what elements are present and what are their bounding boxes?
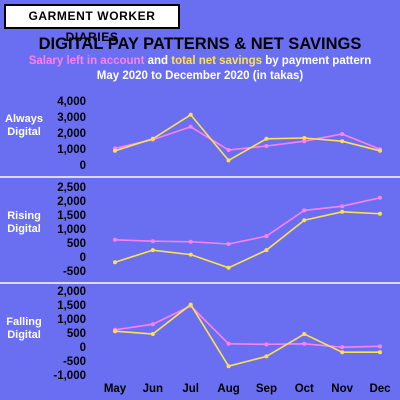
subtitle: Salary left in account and total net sav…: [0, 55, 400, 67]
subtitle-part: and: [144, 55, 172, 67]
data-point: [302, 208, 307, 213]
data-point: [226, 341, 231, 346]
data-point: [302, 136, 307, 140]
x-tick-label: May: [104, 383, 127, 395]
data-point: [378, 148, 382, 153]
data-point: [226, 242, 231, 246]
brand: GARMENT WORKER DIARIES: [4, 4, 180, 44]
series-line: [114, 125, 381, 151]
x-tick-label: Jul: [182, 383, 199, 395]
subtitle-part: total net savings: [171, 55, 262, 67]
y-tick-label: 500: [67, 238, 86, 250]
data-point: [188, 302, 193, 307]
data-point: [302, 218, 307, 223]
panel-label: Always Digital: [5, 113, 43, 138]
y-tick-label: 0: [80, 160, 86, 172]
data-point: [340, 350, 345, 355]
x-tick-label: Dec: [369, 383, 391, 395]
data-point: [340, 204, 345, 209]
y-tick-label: 1,500: [57, 210, 86, 222]
data-point: [302, 139, 307, 144]
data-point: [378, 350, 382, 355]
series-line: [114, 210, 381, 269]
data-point: [113, 237, 117, 242]
data-point: [226, 265, 231, 270]
y-tick-label: 1,000: [57, 144, 86, 156]
series-line: [114, 305, 381, 348]
data-point: [264, 234, 269, 239]
data-point: [378, 195, 382, 200]
subtitle-part: by payment pattern: [262, 55, 372, 67]
data-point: [226, 158, 231, 163]
y-tick-label: -1,000: [53, 370, 86, 382]
y-tick-label: 2,000: [57, 196, 86, 208]
data-point: [264, 342, 269, 347]
x-tick-label: Aug: [217, 383, 239, 395]
data-point: [150, 239, 155, 244]
panel-label: Rising Digital: [7, 210, 41, 235]
series-line: [114, 197, 381, 245]
x-tick-label: Sep: [256, 383, 277, 395]
subtitle: May 2020 to December 2020 (in takas): [96, 70, 304, 82]
y-tick-label: 1,500: [57, 300, 86, 312]
data-point: [302, 341, 307, 346]
y-tick-label: -500: [63, 266, 86, 278]
subtitle-part: Salary left in account: [28, 55, 145, 67]
chart-title: DIGITAL PAY PATTERNS & NET SAVINGS: [38, 35, 362, 53]
data-point: [340, 345, 345, 350]
data-point: [188, 124, 193, 129]
data-point: [340, 209, 345, 214]
data-point: [378, 344, 382, 349]
y-tick-label: 0: [80, 342, 86, 354]
series-line: [114, 113, 381, 162]
y-tick-label: 1,000: [57, 314, 86, 326]
data-point: [378, 211, 382, 216]
y-tick-label: 2,000: [57, 128, 86, 140]
data-point: [150, 136, 155, 141]
data-point: [302, 332, 307, 336]
data-point: [188, 239, 193, 244]
data-point: [226, 148, 231, 152]
data-point: [113, 260, 117, 265]
data-point: [113, 148, 117, 153]
x-tick-label: Oct: [295, 383, 314, 395]
y-tick-label: 2,500: [57, 182, 86, 194]
y-tick-label: 0: [80, 252, 86, 264]
data-point: [188, 252, 193, 257]
data-point: [150, 248, 155, 253]
data-point: [340, 132, 345, 136]
x-tick-label: Nov: [331, 383, 353, 395]
series-line: [114, 303, 380, 368]
data-point: [188, 112, 193, 117]
y-tick-label: 2,000: [57, 286, 86, 298]
x-tick-label: Jun: [143, 383, 163, 395]
data-point: [264, 136, 269, 141]
y-tick-label: -500: [63, 356, 86, 368]
y-tick-label: 3,000: [57, 112, 86, 124]
data-point: [264, 144, 269, 148]
data-point: [226, 364, 231, 369]
data-point: [113, 329, 117, 334]
panel-label: Falling Digital: [6, 316, 42, 341]
data-point: [264, 354, 269, 359]
y-tick-label: 4,000: [57, 96, 86, 108]
data-point: [264, 248, 269, 253]
data-point: [340, 139, 345, 144]
y-tick-label: 1,000: [57, 224, 86, 236]
data-point: [150, 322, 155, 327]
y-tick-label: 500: [67, 328, 86, 340]
data-point: [150, 332, 155, 336]
